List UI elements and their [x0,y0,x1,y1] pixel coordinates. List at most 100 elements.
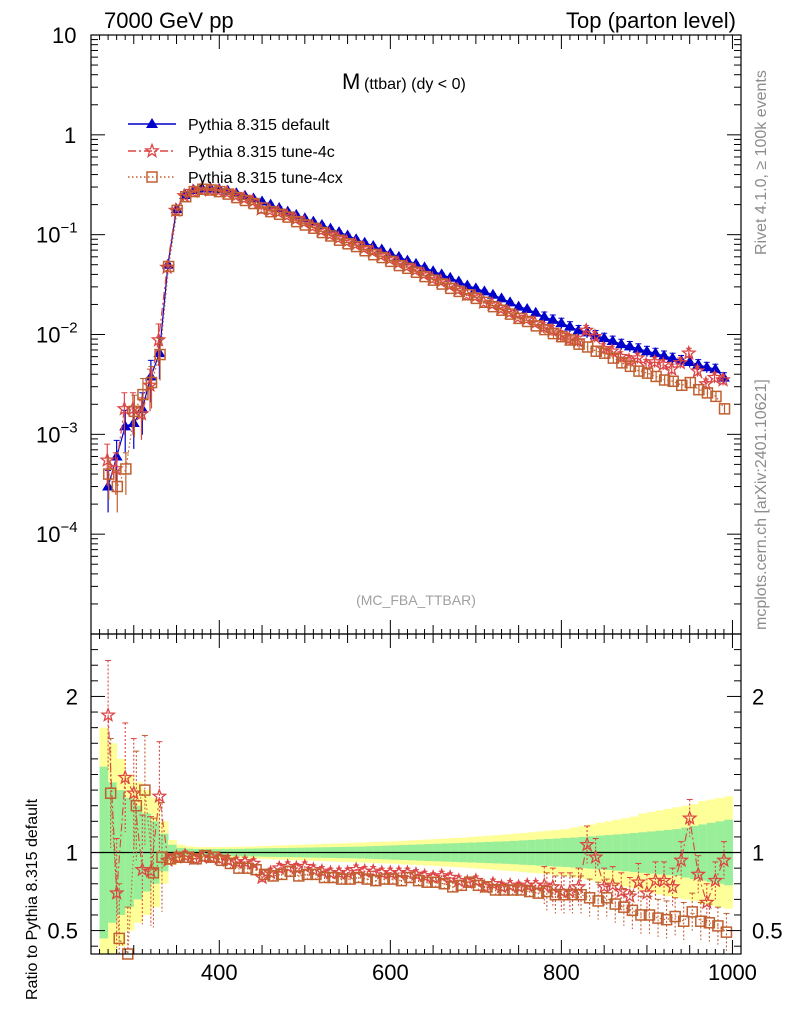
data-point [650,370,662,383]
ratio-point [318,871,331,884]
data-point [154,348,166,361]
ratio-point [673,851,690,868]
data-point [715,371,731,387]
ratio-point [447,881,459,893]
y-tick-label: 2 [66,684,78,709]
y-tick-label-right: 1 [752,841,764,866]
data-point [683,356,696,367]
y-tick-label-right: 2 [752,684,764,709]
ratio-point [438,878,450,890]
ratio-point [604,876,621,893]
data-point [111,480,124,493]
ratio-point [404,871,416,884]
ratio-point [327,871,339,884]
data-point [706,369,723,385]
data-point [227,187,244,203]
data-point [342,238,354,250]
series-line [107,187,725,487]
ratio-point [421,876,433,888]
data-point [513,312,526,325]
data-point [102,480,115,491]
ratio-point [686,906,698,918]
x-tick-label: 1000 [708,960,757,985]
data-point [623,340,636,351]
data-point [492,300,509,316]
data-point [563,320,576,331]
data-point [162,260,175,273]
main-panel: 10 1 10−1 10−2 10−3 10−4 M (ttbar) (dy < 0) (… [36,23,742,635]
ratio-point [293,870,305,882]
ratio-point [690,866,707,882]
ratio-point [412,874,425,887]
ratio-point [566,888,579,901]
data-point [487,300,500,313]
ratio-point [233,862,245,874]
ratio-point [579,836,595,852]
ratio-point [216,854,228,867]
ratio-point [335,873,348,885]
data-point [501,304,518,320]
data-point [641,367,654,379]
data-point [586,328,603,344]
data-point [701,387,714,399]
data-point [462,289,474,301]
ratio-point [515,884,527,896]
ratio-point [681,809,698,826]
ratio-point [712,920,724,932]
ratio-point [498,884,510,896]
ratio-point [339,864,356,880]
data-point [256,202,269,214]
data-point [274,208,286,221]
data-point [672,354,689,370]
ratio-point [352,871,365,884]
data-point [427,274,440,286]
data-point [261,202,278,218]
analysis-watermark: (MC_FBA_TTBAR) [356,592,476,608]
ratio-point [489,884,502,896]
data-point [504,296,517,307]
plot-title: M [342,69,360,94]
x-tick-label: 800 [543,960,580,985]
ratio-point [258,868,271,881]
y-tick-label: 10−3 [36,419,78,447]
ratio-point [506,884,519,896]
ratio-point [695,915,707,927]
data-point [521,303,534,314]
ratio-point [609,898,622,910]
ratio-point [207,851,220,863]
plot-title-sub: (ttbar) (dy < 0) [364,76,466,93]
data-point [646,353,663,369]
ratio-point [344,873,356,885]
y-tick-label: 10 [52,23,76,48]
data-point [470,292,483,305]
data-point [633,365,645,377]
legend-label-default: Pythia 8.315 default [188,117,330,134]
data-point [453,285,466,298]
data-point [102,468,115,480]
ratio-point [618,901,630,913]
data-point [615,338,628,349]
ratio-point [190,853,202,865]
ratio-point [147,867,160,879]
ratio-point [464,876,476,888]
ratio-point [104,787,117,799]
y-tick-label: 1 [64,123,76,148]
data-point [304,218,321,234]
data-point [205,184,218,196]
ratio-point [587,848,604,865]
data-point [128,405,141,418]
x-tick-labels: 400 600 800 1000 [201,960,757,985]
data-point [407,261,424,277]
data-point [333,234,346,246]
data-point [606,335,619,346]
ratio-point [476,878,493,894]
ratio-point [467,872,484,888]
ratio-point [181,851,194,863]
y-tick-label: 1 [66,841,78,866]
ratio-y-axis-label: Ratio to Pythia 8.315 default [24,798,41,1000]
data-point [351,240,363,253]
data-point [612,348,629,364]
ratio-point [387,873,399,885]
data-point [167,202,184,218]
ratio-point [301,868,314,881]
